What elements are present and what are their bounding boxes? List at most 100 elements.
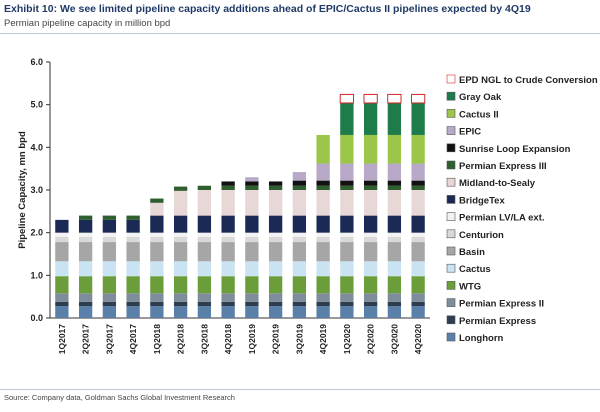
legend-label: Basin bbox=[459, 247, 485, 258]
bar-segment bbox=[411, 276, 425, 294]
bar-segment bbox=[268, 190, 283, 216]
legend-swatch bbox=[446, 74, 456, 84]
legend-swatch bbox=[446, 143, 456, 153]
bar-segment bbox=[340, 102, 354, 135]
bar-segment bbox=[411, 306, 425, 318]
y-tick-label: 0.0 bbox=[30, 313, 43, 323]
bar-segment bbox=[173, 215, 188, 233]
y-tick-label: 6.0 bbox=[30, 57, 43, 67]
bar-segment bbox=[126, 242, 140, 262]
legend-label: Permian Express III bbox=[459, 161, 547, 172]
bar-segment bbox=[411, 134, 425, 164]
bar-segment bbox=[102, 232, 117, 237]
bar-segment bbox=[102, 276, 117, 294]
bar-segment bbox=[387, 242, 402, 262]
bar-segment bbox=[173, 190, 188, 216]
bar-segment bbox=[340, 232, 354, 237]
bar-segment bbox=[387, 306, 402, 318]
bar-segment bbox=[387, 163, 402, 181]
bar-segment bbox=[411, 236, 425, 243]
bar-segment bbox=[221, 242, 235, 262]
bar-segment bbox=[102, 261, 117, 277]
legend-label: Centurion bbox=[459, 230, 504, 241]
bar-segment bbox=[245, 232, 259, 237]
x-tick-label: 3Q2017 bbox=[104, 324, 114, 355]
legend-label: EPD NGL to Crude Conversion bbox=[459, 75, 598, 86]
bar-segment bbox=[197, 301, 212, 307]
bar-segment bbox=[150, 301, 164, 307]
bar-segment bbox=[316, 261, 330, 277]
bar-segment bbox=[78, 276, 93, 294]
legend-swatch bbox=[446, 229, 456, 239]
bar-segment bbox=[411, 190, 425, 216]
legend-swatch bbox=[446, 126, 456, 135]
bar-segment bbox=[150, 215, 164, 233]
x-tick-label: 3Q2020 bbox=[389, 324, 399, 355]
bar-segment bbox=[126, 236, 140, 243]
bar-segment bbox=[363, 232, 378, 237]
bar-segment bbox=[316, 242, 330, 262]
source-note: Source: Company data, Goldman Sachs Glob… bbox=[4, 393, 235, 402]
legend-swatch bbox=[446, 332, 456, 342]
bar-segment bbox=[340, 261, 354, 277]
bar-segment bbox=[316, 215, 330, 233]
y-tick-label: 5.0 bbox=[30, 100, 43, 110]
bar-segment bbox=[292, 172, 307, 181]
bar-segment bbox=[340, 163, 354, 181]
bar-segment bbox=[78, 242, 93, 262]
bar-segment bbox=[55, 306, 69, 318]
legend-label: Cactus bbox=[459, 264, 491, 275]
bar-segment bbox=[340, 306, 354, 318]
bar-segment bbox=[245, 276, 259, 294]
bar-segment bbox=[78, 306, 93, 318]
bar-segment bbox=[150, 242, 164, 262]
bar-segment bbox=[387, 180, 402, 186]
bar-segment bbox=[245, 177, 259, 182]
bar-segment bbox=[292, 242, 307, 262]
bar-segment bbox=[55, 276, 69, 294]
bar-segment bbox=[55, 301, 69, 307]
bar-segment bbox=[245, 215, 259, 233]
bar-segment bbox=[221, 306, 235, 318]
x-tick-label: 1Q2020 bbox=[342, 324, 352, 355]
legend-swatch bbox=[446, 160, 456, 170]
bar-segment bbox=[387, 190, 402, 216]
bar-segment bbox=[126, 219, 140, 233]
bar-segment bbox=[411, 242, 425, 262]
bar-segment bbox=[102, 306, 117, 318]
bar-segment bbox=[245, 236, 259, 243]
bar-segment bbox=[316, 236, 330, 243]
bar-segment bbox=[197, 236, 212, 243]
bar-segment bbox=[316, 276, 330, 294]
bar-segment bbox=[387, 261, 402, 277]
bar-segment bbox=[102, 242, 117, 262]
x-tick-label: 2Q2020 bbox=[366, 324, 376, 355]
legend-label: Cactus II bbox=[459, 109, 499, 120]
bar-segment bbox=[268, 276, 283, 294]
y-tick-label: 3.0 bbox=[30, 185, 43, 195]
bar-segment bbox=[173, 301, 188, 307]
bar-segment bbox=[340, 134, 354, 164]
bar-segment bbox=[316, 293, 330, 302]
bar-segment bbox=[363, 180, 378, 186]
bar-segment bbox=[411, 163, 425, 181]
bar-segment bbox=[150, 261, 164, 277]
bar-segment bbox=[292, 306, 307, 318]
bar-segment bbox=[340, 236, 354, 243]
bar-segment bbox=[78, 232, 93, 237]
x-tick-label: 2Q2017 bbox=[81, 324, 91, 355]
bar-segment bbox=[316, 180, 330, 186]
bar-segment bbox=[197, 215, 212, 233]
y-axis-label: Pipeline Capacity, mn bpd bbox=[17, 131, 28, 249]
legend-swatch bbox=[446, 195, 456, 204]
x-tick-label: 4Q2019 bbox=[318, 324, 328, 355]
bar-segment bbox=[268, 236, 283, 243]
bar-segment bbox=[268, 301, 283, 307]
bar-segment bbox=[102, 219, 117, 233]
legend-label: Midland-to-Sealy bbox=[459, 178, 536, 189]
bar-segment bbox=[340, 242, 354, 262]
bar-segment bbox=[221, 236, 235, 243]
bar-segment bbox=[221, 293, 235, 302]
bar-segment bbox=[292, 301, 307, 307]
bar-segment bbox=[173, 293, 188, 302]
